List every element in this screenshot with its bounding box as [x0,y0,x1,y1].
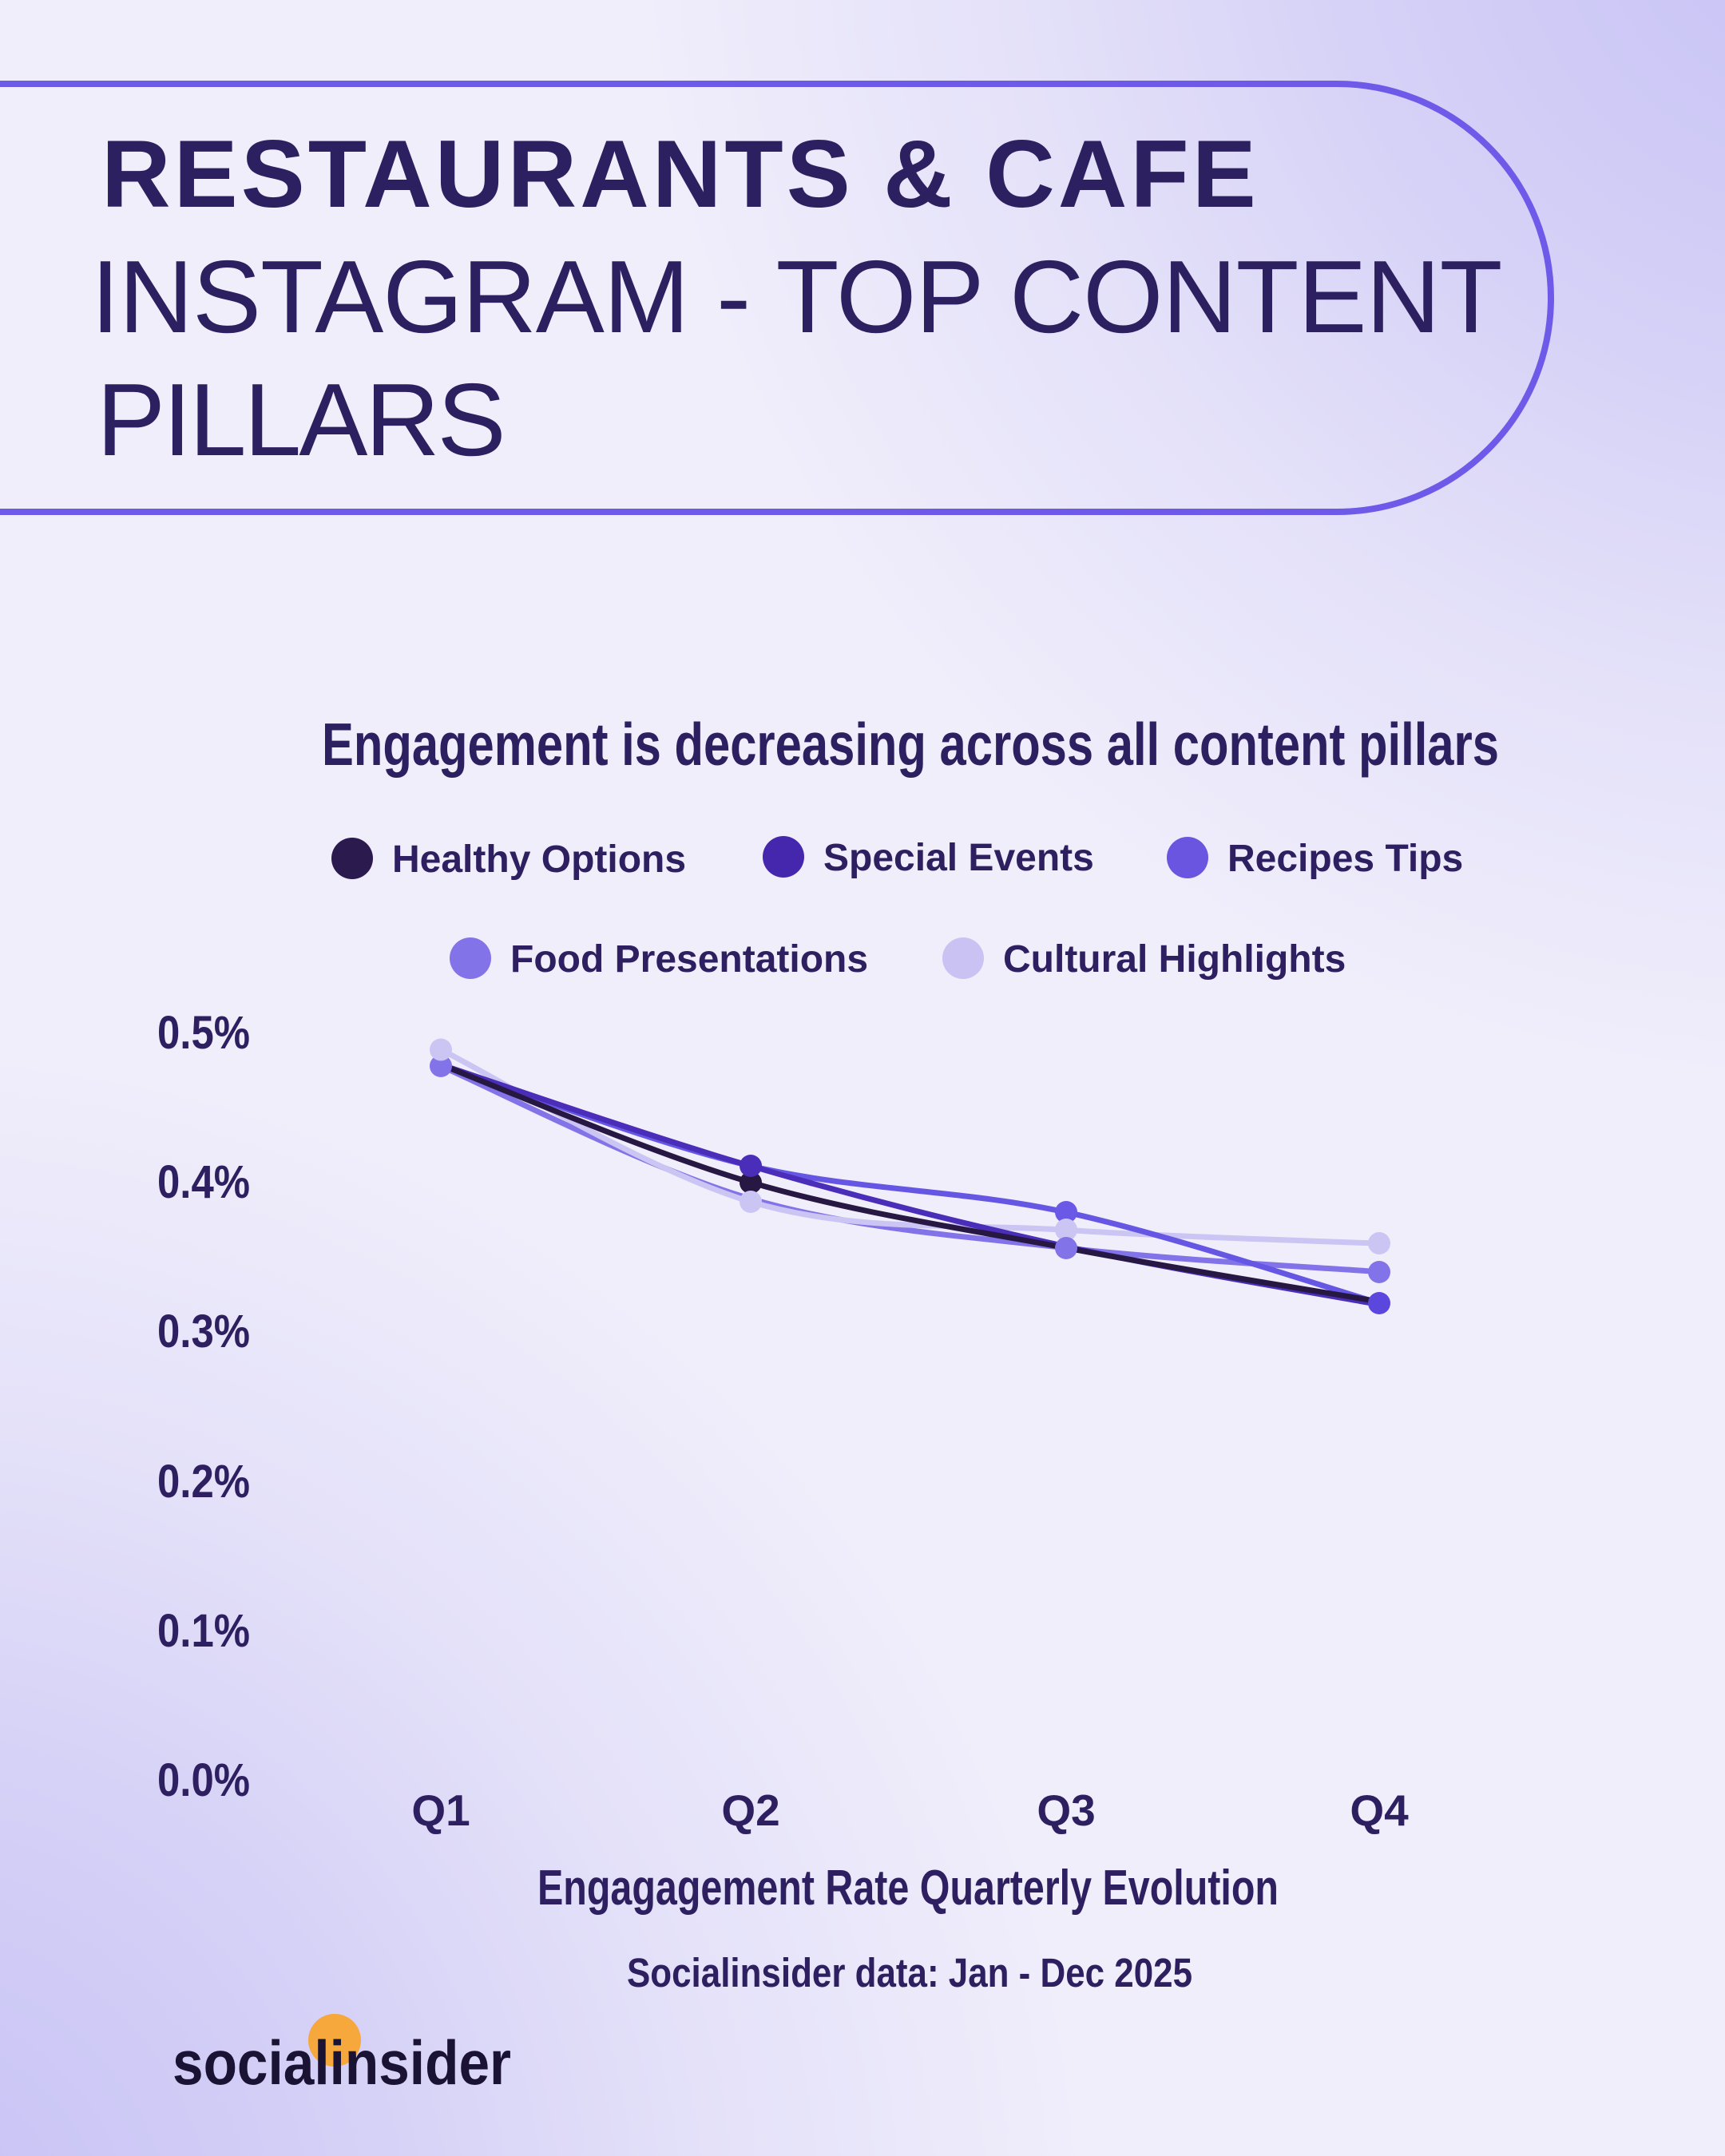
svg-text:socialinsider: socialinsider [172,2027,511,2098]
svg-text:INSTAGRAM - TOP CONTENT: INSTAGRAM - TOP CONTENT [91,240,1501,355]
svg-text:Recipes Tips: Recipes Tips [1227,838,1463,880]
svg-text:Q3: Q3 [1037,1785,1095,1835]
svg-text:PILLARS: PILLARS [97,363,504,478]
svg-text:Healthy Options: Healthy Options [392,838,686,881]
svg-text:Q2: Q2 [721,1785,779,1835]
svg-text:Socialinsider data: Jan - Dec: Socialinsider data: Jan - Dec 2025 [627,1950,1192,1995]
svg-text:0.2%: 0.2% [157,1456,250,1508]
svg-text:Engagement is decreasing acros: Engagement is decreasing across all cont… [322,711,1499,778]
svg-text:Cultural Highlights: Cultural Highlights [1003,938,1346,981]
svg-text:0.3%: 0.3% [157,1306,250,1357]
svg-text:0.1%: 0.1% [157,1605,250,1657]
svg-text:Q1: Q1 [411,1785,470,1835]
svg-text:Special Events: Special Events [823,837,1094,879]
svg-text:0.5%: 0.5% [157,1007,250,1059]
svg-text:0.4%: 0.4% [157,1156,250,1208]
svg-text:RESTAURANTS & CAFE: RESTAURANTS & CAFE [101,121,1259,228]
svg-text:Q4: Q4 [1350,1785,1409,1835]
svg-text:Engagagement Rate Quarterly Ev: Engagagement Rate Quarterly Evolution [537,1861,1279,1916]
svg-text:0.0%: 0.0% [157,1754,250,1806]
svg-text:Food Presentations: Food Presentations [510,938,868,981]
